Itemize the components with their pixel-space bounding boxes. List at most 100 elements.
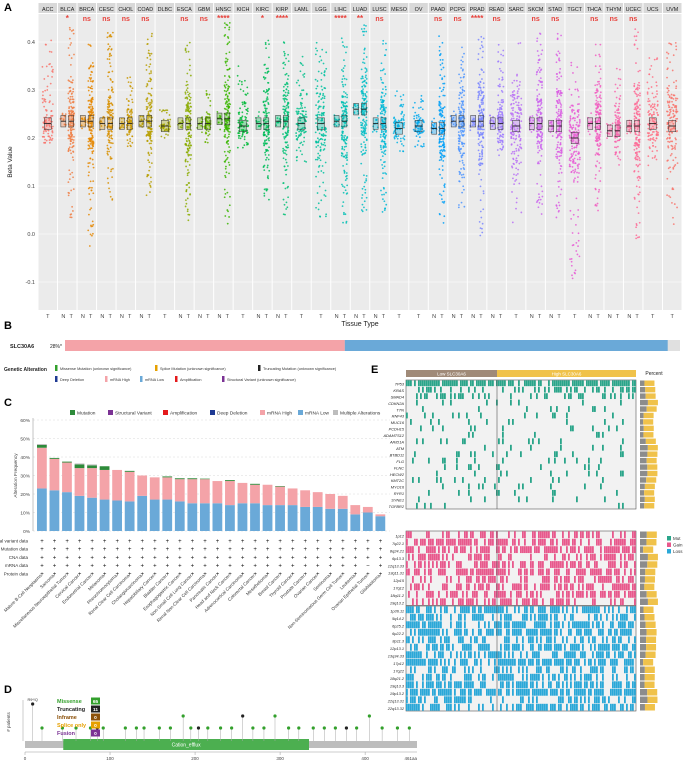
data-point bbox=[69, 136, 72, 139]
data-point bbox=[302, 89, 305, 92]
data-point bbox=[345, 172, 348, 174]
data-point bbox=[599, 55, 601, 58]
data-point bbox=[72, 88, 75, 90]
data-point bbox=[481, 136, 484, 138]
data-point bbox=[61, 113, 64, 116]
data-point bbox=[185, 151, 188, 154]
data-point bbox=[460, 131, 463, 134]
facet-label: MESO bbox=[391, 7, 407, 13]
data-point bbox=[264, 142, 267, 145]
data-point bbox=[305, 93, 308, 96]
group-tick-label: T bbox=[616, 314, 620, 320]
data-point bbox=[571, 109, 573, 112]
facet-panel bbox=[389, 14, 409, 310]
data-point bbox=[479, 47, 482, 50]
data-point bbox=[166, 129, 169, 132]
data-point bbox=[496, 108, 499, 111]
data-point bbox=[460, 156, 463, 159]
data-point bbox=[559, 142, 562, 144]
data-point bbox=[438, 49, 441, 52]
data-point bbox=[317, 70, 320, 73]
data-point bbox=[480, 216, 483, 219]
data-point bbox=[541, 203, 544, 205]
data-point bbox=[537, 161, 540, 164]
data-point bbox=[596, 140, 599, 143]
data-point bbox=[638, 159, 641, 162]
group-tick-label: N bbox=[335, 314, 339, 320]
data-point bbox=[147, 80, 150, 83]
data-point bbox=[241, 103, 244, 106]
data-point bbox=[497, 101, 500, 104]
data-point bbox=[284, 187, 287, 190]
data-point bbox=[458, 150, 461, 153]
data-point bbox=[363, 99, 365, 102]
data-point bbox=[637, 170, 640, 173]
data-point bbox=[557, 108, 560, 111]
data-point bbox=[110, 157, 113, 160]
data-point bbox=[111, 199, 114, 201]
data-point bbox=[479, 80, 482, 83]
data-point bbox=[322, 94, 324, 97]
data-point bbox=[318, 164, 321, 167]
data-point bbox=[478, 109, 481, 112]
data-point bbox=[263, 143, 266, 146]
data-point bbox=[324, 134, 327, 137]
data-point bbox=[618, 98, 621, 101]
data-point bbox=[184, 91, 187, 94]
data-point bbox=[385, 191, 387, 194]
data-point bbox=[510, 124, 513, 127]
data-point bbox=[51, 127, 54, 130]
data-point bbox=[535, 73, 538, 76]
data-point bbox=[109, 190, 111, 193]
data-point bbox=[497, 94, 500, 97]
data-point bbox=[558, 180, 561, 183]
data-point bbox=[362, 93, 365, 95]
data-point bbox=[130, 81, 132, 84]
data-point bbox=[595, 165, 598, 168]
data-point bbox=[511, 95, 514, 98]
data-point bbox=[379, 98, 382, 101]
group-tick-label: T bbox=[440, 314, 444, 320]
data-point bbox=[382, 130, 385, 133]
data-point bbox=[570, 171, 573, 174]
data-point bbox=[188, 213, 191, 216]
data-point bbox=[461, 159, 464, 162]
data-point bbox=[536, 50, 539, 52]
data-point bbox=[576, 116, 579, 118]
data-point bbox=[647, 97, 650, 100]
data-point bbox=[285, 201, 288, 204]
data-point bbox=[342, 221, 344, 224]
data-point bbox=[458, 173, 461, 176]
data-point bbox=[88, 193, 91, 195]
data-point bbox=[129, 110, 132, 113]
data-point bbox=[92, 144, 94, 147]
data-point bbox=[226, 222, 229, 225]
group-tick-label: N bbox=[588, 314, 592, 320]
data-point bbox=[268, 88, 270, 91]
data-point bbox=[558, 172, 560, 175]
data-point bbox=[577, 167, 579, 170]
data-point bbox=[461, 56, 464, 58]
data-point bbox=[498, 110, 501, 113]
data-point bbox=[110, 54, 113, 57]
data-point bbox=[224, 174, 226, 177]
data-point bbox=[282, 62, 284, 65]
data-point bbox=[458, 108, 460, 111]
data-point bbox=[512, 109, 514, 112]
data-point bbox=[441, 177, 443, 180]
data-point bbox=[633, 118, 636, 120]
data-point bbox=[89, 208, 91, 211]
data-point bbox=[560, 131, 563, 134]
data-point bbox=[186, 87, 189, 90]
group-tick-label: N bbox=[61, 314, 65, 320]
data-point bbox=[186, 174, 189, 177]
data-point bbox=[283, 54, 286, 57]
data-point bbox=[462, 130, 465, 133]
data-point bbox=[341, 183, 343, 186]
data-point bbox=[518, 116, 521, 119]
data-point bbox=[441, 41, 444, 44]
data-point bbox=[655, 90, 658, 93]
data-point bbox=[68, 146, 71, 149]
data-point bbox=[69, 86, 72, 89]
data-point bbox=[224, 98, 226, 100]
